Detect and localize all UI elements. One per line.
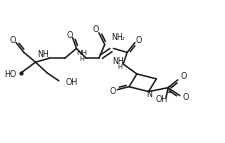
Text: OH: OH: [66, 78, 78, 87]
Text: OH: OH: [155, 95, 167, 104]
Text: NH: NH: [112, 33, 123, 42]
Text: H: H: [117, 64, 122, 70]
Text: NH: NH: [76, 50, 87, 56]
Text: HO: HO: [4, 70, 16, 79]
Text: O: O: [136, 36, 142, 45]
Text: ₂: ₂: [121, 35, 124, 41]
Text: O: O: [183, 93, 189, 102]
Text: O: O: [109, 87, 116, 96]
Text: S: S: [166, 86, 172, 95]
Text: O: O: [181, 72, 187, 81]
Text: H: H: [80, 56, 85, 62]
Text: O: O: [10, 36, 16, 45]
Text: N: N: [147, 90, 153, 99]
Text: NH: NH: [112, 57, 124, 66]
Text: O: O: [93, 25, 99, 34]
Text: O: O: [66, 31, 73, 40]
Text: NH: NH: [37, 50, 49, 59]
